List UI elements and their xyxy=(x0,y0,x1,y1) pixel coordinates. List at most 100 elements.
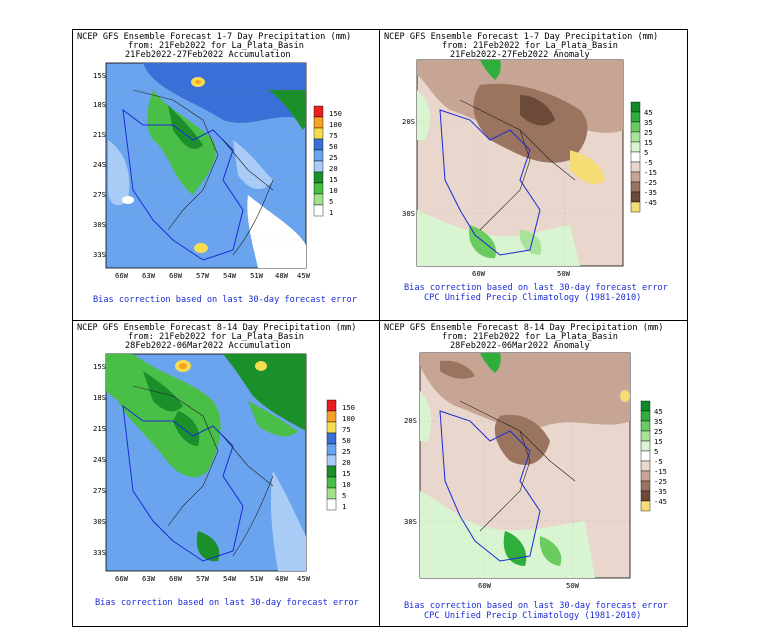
lat-label: 30S xyxy=(93,517,106,526)
legend-label: 15 xyxy=(644,138,653,147)
legend-swatch xyxy=(326,498,337,511)
legend-swatch xyxy=(630,111,641,123)
panel-title-line: 21Feb2022-27Feb2022 Anomaly xyxy=(450,50,590,60)
legend-swatch xyxy=(640,470,651,482)
legend-label: 45 xyxy=(654,407,663,416)
panel-1-7day-anomaly: NCEP GFS Ensemble Forecast 1-7 Day Preci… xyxy=(384,32,668,303)
map-frame xyxy=(419,352,631,579)
latitude-labels: 20S 30S xyxy=(402,117,415,218)
legend-swatch xyxy=(630,131,641,143)
lat-label: 15S xyxy=(93,362,106,371)
lon-label: 57W xyxy=(196,574,210,583)
lon-label: 54W xyxy=(223,574,237,583)
legend-label: -15 xyxy=(654,467,667,476)
legend-swatch xyxy=(640,440,651,452)
panel-title-line: NCEP GFS Ensemble Forecast 8-14 Day Prec… xyxy=(384,323,663,333)
legend-swatch xyxy=(313,171,324,184)
panel-title-line: NCEP GFS Ensemble Forecast 1-7 Day Preci… xyxy=(77,32,351,42)
legend-label: 20 xyxy=(329,164,338,173)
panel-title-line: NCEP GFS Ensemble Forecast 1-7 Day Preci… xyxy=(384,32,658,42)
lat-label: 21S xyxy=(93,424,106,433)
latitude-labels: 20S 30S xyxy=(404,416,417,526)
legend-swatch xyxy=(630,101,641,113)
legend-label: 15 xyxy=(654,437,663,446)
lat-label: 18S xyxy=(93,393,106,402)
legend-label: 150 xyxy=(342,403,355,412)
legend-label: 5 xyxy=(342,491,346,500)
legend-label: 5 xyxy=(644,148,648,157)
grid-divider-horizontal xyxy=(72,320,688,321)
lon-label: 66W xyxy=(115,574,129,583)
lon-label: 51W xyxy=(250,271,264,280)
legend-swatch xyxy=(630,191,641,203)
legend-swatch xyxy=(630,201,641,213)
legend-swatch xyxy=(326,399,337,412)
legend-label: 25 xyxy=(654,427,663,436)
legend-label: -5 xyxy=(654,457,663,466)
legend-label: 15 xyxy=(329,175,338,184)
legend-label: 75 xyxy=(342,425,351,434)
legend-swatch xyxy=(313,138,324,151)
panel-title-line: 28Feb2022-06Mar2022 Accumulation xyxy=(125,341,291,351)
legend-label: 25 xyxy=(342,447,351,456)
lat-label: 33S xyxy=(93,250,106,259)
map-frame xyxy=(416,59,624,267)
legend-label: -5 xyxy=(644,158,653,167)
lat-label: 30S xyxy=(93,220,106,229)
legend-swatch xyxy=(313,105,324,118)
lon-label: 54W xyxy=(223,271,237,280)
longitude-labels: 66W 63W 60W 57W 54W 51W 48W 45W xyxy=(115,574,311,583)
panel-footer: Bias correction based on last 30-day for… xyxy=(404,601,668,611)
legend-label: 45 xyxy=(644,108,653,117)
lat-label: 24S xyxy=(93,160,106,169)
legend-swatch xyxy=(630,161,641,173)
lat-label: 30S xyxy=(404,517,417,526)
legend-label: 50 xyxy=(342,436,351,445)
lon-label: 51W xyxy=(250,574,264,583)
legend-swatch xyxy=(630,141,641,153)
legend-label: 1 xyxy=(329,208,333,217)
panel-footer: Bias correction based on last 30-day for… xyxy=(95,598,359,608)
lon-label: 45W xyxy=(297,574,311,583)
panel-footer: CPC Unified Precip Climatology (1981-201… xyxy=(424,611,641,621)
legend-swatch xyxy=(313,160,324,173)
lon-label: 50W xyxy=(566,581,580,590)
legend-swatch xyxy=(326,476,337,489)
legend-swatch xyxy=(326,421,337,434)
lat-label: 27S xyxy=(93,486,106,495)
color-legend: 150 100 75 50 25 20 15 10 5 1 xyxy=(326,399,355,511)
panel-footer: CPC Unified Precip Climatology (1981-201… xyxy=(424,293,641,303)
legend-swatch xyxy=(640,400,651,412)
panel-title-line: from: 21Feb2022 for La_Plata_Basin xyxy=(442,332,618,342)
legend-swatch xyxy=(326,454,337,467)
lon-label: 48W xyxy=(275,574,289,583)
grid-divider-vertical xyxy=(379,29,380,627)
panel-title-line: 28Feb2022-06Mar2022 Anomaly xyxy=(450,341,590,351)
legend-swatch xyxy=(313,116,324,129)
legend-swatch xyxy=(630,171,641,183)
latitude-labels: 15S 18S 21S 24S 27S 30S 33S xyxy=(93,71,106,259)
legend-swatch xyxy=(326,465,337,478)
lat-label: 20S xyxy=(402,117,415,126)
panel-title-line: from: 21Feb2022 for La_Plata_Basin xyxy=(128,332,304,342)
legend-label: -45 xyxy=(644,198,657,207)
legend-swatch xyxy=(640,450,651,462)
legend-swatch xyxy=(313,204,324,217)
legend-swatch xyxy=(640,410,651,422)
lon-label: 63W xyxy=(142,574,156,583)
legend-label: 1 xyxy=(342,502,346,511)
legend-label: -35 xyxy=(654,487,667,496)
map-frame xyxy=(105,62,307,269)
legend-label: 35 xyxy=(654,417,663,426)
legend-label: 10 xyxy=(329,186,338,195)
lon-label: 60W xyxy=(169,574,183,583)
legend-label: 15 xyxy=(342,469,351,478)
lon-label: 48W xyxy=(275,271,289,280)
legend-swatch xyxy=(326,443,337,456)
legend-swatch xyxy=(326,487,337,500)
panel-title-line: from: 21Feb2022 for La_Plata_Basin xyxy=(442,41,618,51)
lon-label: 66W xyxy=(115,271,129,280)
color-legend: 150 100 75 50 25 20 15 10 5 1 xyxy=(313,105,342,217)
lat-label: 20S xyxy=(404,416,417,425)
